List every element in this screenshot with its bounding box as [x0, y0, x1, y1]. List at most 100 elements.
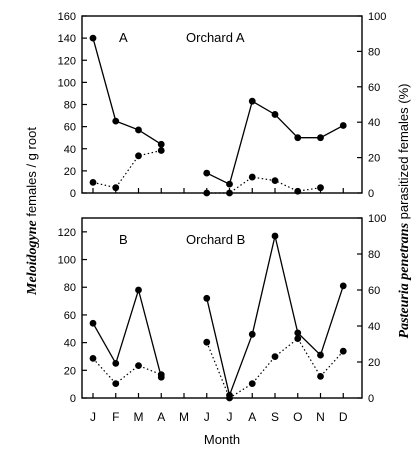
x-tick-label: J	[204, 410, 210, 424]
panel-a-series-meloidogyne-point	[226, 180, 233, 188]
panel-b-right-tick-label: 80	[368, 249, 380, 261]
panel-b-series-meloidogyne-point	[271, 232, 279, 240]
panel-a-series-meloidogyne-point	[248, 97, 256, 105]
panel-a-series-meloidogyne-point	[339, 122, 347, 129]
panel-a-series-meloidogyne-point	[112, 117, 120, 125]
panel-b-series-meloidogyne-point	[135, 286, 142, 294]
panel-b-series-meloidogyne-point	[317, 351, 324, 359]
panel-a-series-pasteuria-point	[248, 173, 256, 181]
panel-b-series-pasteuria-point	[294, 335, 302, 342]
panel-a-series-meloidogyne-point	[317, 134, 324, 142]
panel-a-letter: A	[119, 30, 128, 45]
panel-a-series-pasteuria-line	[92, 149, 162, 189]
panel-a-series-pasteuria-point	[317, 184, 324, 192]
y-axis-title-left: Meloidogyne females / g root	[24, 127, 40, 296]
x-tick-label: O	[293, 410, 302, 424]
panel-b-series-pasteuria-point	[89, 355, 97, 362]
panel-a-right-tick-label: 100	[368, 11, 386, 23]
x-tick-label: F	[112, 410, 119, 424]
panel-b-frame	[81, 217, 363, 399]
panel-a-series-pasteuria-point	[294, 187, 302, 195]
panel-b-left-tick-label: 0	[70, 393, 76, 405]
panel-b-series-meloidogyne-line	[92, 287, 162, 378]
panel-a-series-meloidogyne-point	[157, 140, 165, 148]
y-axis-title-right-italic: Pasteuria penetrans	[397, 222, 412, 338]
panel-b-series-pasteuria-point	[226, 394, 233, 402]
panel-b-left-tick-label: 20	[64, 365, 76, 377]
panel-a-left-tick-label: 160	[58, 11, 76, 23]
panel-b-left-tick-label: 120	[58, 227, 76, 239]
panel-a-series-pasteuria-point	[226, 189, 233, 197]
panel-b-left-tick-label: 100	[58, 255, 76, 267]
panel-a-series-pasteuria-point	[271, 177, 279, 185]
panel-a-series-meloidogyne-point	[203, 169, 211, 177]
panel-a-right-tick-label: 20	[368, 153, 380, 165]
x-tick-label: M	[134, 410, 144, 424]
panel-a-right-tick-label: 80	[368, 46, 380, 58]
panel-b-right-tick-label: 20	[368, 357, 380, 369]
panel-a-series-meloidogyne-point	[271, 111, 279, 118]
x-tick-label: N	[316, 410, 325, 424]
panel-b-series-pasteuria-point	[135, 362, 142, 369]
panel-a-series-pasteuria-point	[135, 152, 142, 160]
panel-b-series-meloidogyne-point	[294, 329, 302, 337]
panel-a-left-tick-label: 60	[64, 122, 76, 134]
panel-b-series-meloidogyne-point	[112, 359, 120, 367]
panel-b-right-tick-label: 100	[368, 213, 386, 225]
panel-b-left-tick-label: 80	[64, 282, 76, 294]
panel-a-left-tick-label: 80	[64, 100, 76, 112]
panel-b-series-meloidogyne-point	[339, 282, 347, 290]
x-tick-label: M	[179, 410, 189, 424]
panel-b-series-pasteuria-point	[317, 373, 324, 380]
panel-a-series-pasteuria-point	[157, 147, 165, 154]
panel-b-series-pasteuria-point	[248, 380, 256, 387]
panel-b-right-tick-label: 60	[368, 285, 380, 297]
panel-b-series-pasteuria-line	[92, 357, 162, 385]
panel-b-left-tick-label: 40	[64, 338, 76, 350]
panel-b-series-pasteuria-point	[157, 371, 165, 378]
panel-a-series-meloidogyne-line	[92, 37, 162, 145]
x-tick-label: A	[248, 410, 256, 424]
panel-b-letter: B	[119, 232, 128, 247]
panel-a-series-pasteuria-point	[112, 184, 120, 192]
panel-b-series-meloidogyne-line	[206, 235, 344, 398]
x-tick-label: S	[271, 410, 279, 424]
panel-b-series-pasteuria-point	[203, 338, 211, 346]
panel-a-left-tick-label: 100	[58, 77, 76, 89]
panel-a-left-tick-label: 0	[70, 188, 76, 200]
panel-a-left-tick-label: 120	[58, 55, 76, 67]
x-axis-title: Month	[204, 432, 240, 447]
panel-a-series-pasteuria-line	[206, 176, 321, 194]
y-axis-title-right: Pasteuria penetrans parasitized females …	[396, 84, 412, 339]
panel-a-left-tick-label: 40	[64, 144, 76, 156]
panel-a-series-meloidogyne-point	[89, 34, 97, 42]
panel-a-right-tick-label: 40	[368, 117, 380, 129]
x-tick-label: D	[339, 410, 348, 424]
panel-b-name: Orchard B	[186, 232, 245, 247]
panel-a-series-pasteuria-point	[89, 178, 97, 186]
panel-a-left-tick-label: 140	[58, 33, 76, 45]
panel-b-series-meloidogyne-point	[89, 319, 97, 327]
panel-b-series-meloidogyne-point	[203, 294, 211, 302]
x-tick-label: J	[227, 410, 233, 424]
y-axis-title-right-rest: parasitized females (%)	[396, 84, 411, 223]
panel-a-right-tick-label: 0	[368, 188, 374, 200]
panel-b-series-pasteuria-point	[271, 353, 279, 360]
panel-a-series-meloidogyne-point	[294, 134, 302, 142]
panel-a-name: Orchard A	[186, 30, 245, 45]
panel-b-series-pasteuria-point	[339, 347, 347, 355]
x-tick-label: J	[90, 410, 96, 424]
panel-b-right-tick-label: 40	[368, 321, 380, 333]
panel-b-series-pasteuria-point	[112, 380, 120, 387]
x-tick-label: A	[157, 410, 165, 424]
panel-a-series-pasteuria-point	[203, 189, 211, 197]
panel-b-series-meloidogyne-point	[248, 330, 256, 338]
panel-a-right-tick-label: 60	[368, 82, 380, 94]
y-axis-title-left-italic: Meloidogyne	[25, 220, 40, 296]
panel-a-series-meloidogyne-point	[135, 126, 142, 134]
panel-a-left-tick-label: 20	[64, 166, 76, 178]
panel-b-right-tick-label: 0	[368, 393, 374, 405]
panel-b-left-tick-label: 60	[64, 310, 76, 322]
